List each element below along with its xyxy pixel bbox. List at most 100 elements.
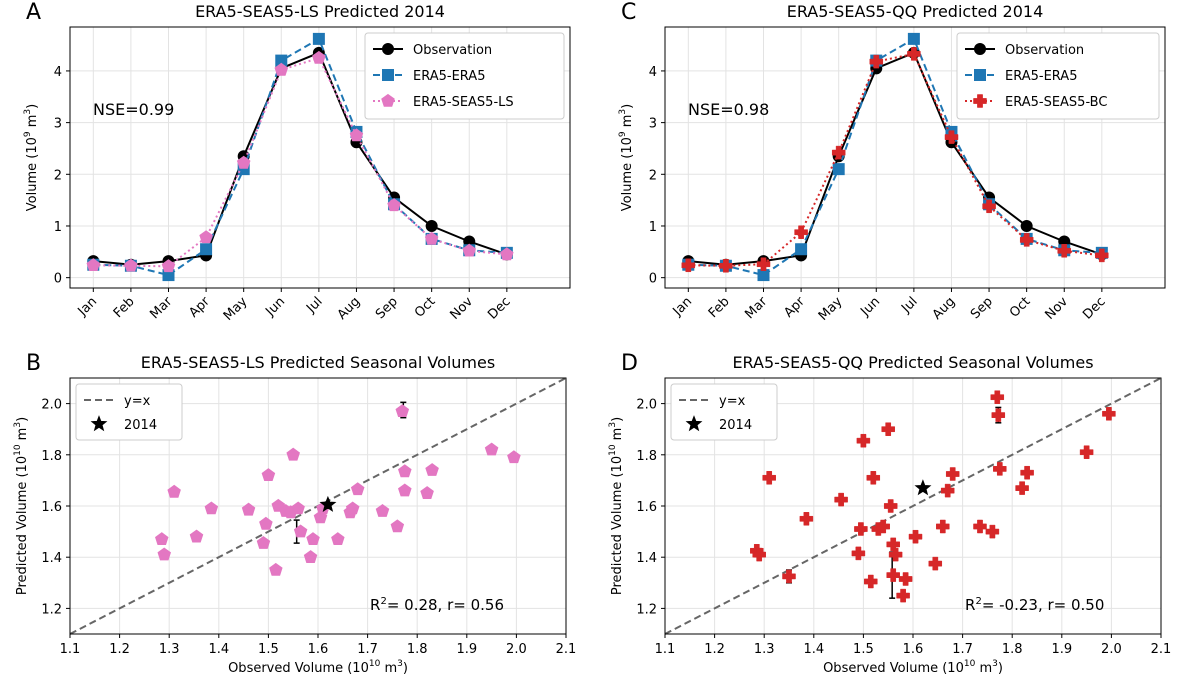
xtick-label: Oct <box>412 294 439 321</box>
xtick-label: 1.8 <box>1002 642 1023 657</box>
xtick-label: May <box>816 294 846 324</box>
chart-title: ERA5-SEAS5-QQ Predicted 2014 <box>787 2 1044 21</box>
series-2-point <box>500 247 514 261</box>
scatter-point <box>762 471 776 485</box>
series-2-point <box>462 243 476 257</box>
legend-label: ERA5-ERA5 <box>413 69 485 84</box>
scatter-point <box>395 404 410 417</box>
series-2-point <box>869 54 884 69</box>
scatter-point <box>350 482 365 496</box>
xtick-label: Nov <box>1043 294 1072 323</box>
scatter-point <box>157 547 171 561</box>
axes-frame <box>664 26 1166 289</box>
xtick-label: 1.6 <box>903 642 924 657</box>
scatter-point <box>204 501 219 515</box>
panel-letter: C <box>621 0 636 25</box>
ytick-label: 2.0 <box>41 398 62 413</box>
scatter-point <box>167 484 181 498</box>
xtick-label: 2.0 <box>1101 642 1122 657</box>
legend-label: y=x <box>719 394 746 409</box>
scatter-point <box>881 422 895 436</box>
scatter-point <box>928 556 943 571</box>
xtick-label: 1.4 <box>803 642 824 657</box>
series-2-point <box>274 62 289 76</box>
scatter-point <box>375 503 390 517</box>
series-1-point <box>832 163 845 176</box>
series-2-point <box>387 198 401 212</box>
xtick-label: 1.5 <box>258 642 279 657</box>
nse-annotation: NSE=0.98 <box>688 100 769 119</box>
scatter-point <box>854 522 868 536</box>
xlabel: Observed Volume (1010 m3) <box>823 659 1003 676</box>
ylabel: Predicted Volume (1010 m3) <box>13 417 30 595</box>
ytick-label: 2 <box>649 168 657 183</box>
legend-label: Observation <box>1005 43 1084 58</box>
scatter-point <box>856 433 871 448</box>
scatter-point <box>155 532 169 545</box>
scatter-point <box>303 550 318 563</box>
ytick-label: 1.6 <box>636 500 657 515</box>
ytick-label: 3 <box>649 117 657 132</box>
scatter-point <box>189 529 204 543</box>
legend-marker <box>382 69 394 81</box>
xtick-label: Jun <box>857 294 883 320</box>
ytick-label: 0 <box>54 272 62 287</box>
scatter-point <box>293 524 308 538</box>
series-2-point <box>681 258 696 273</box>
stat-annotation: R2= -0.23, r= 0.50 <box>965 596 1104 614</box>
legend-marker <box>382 43 394 55</box>
xtick-label: Dec <box>485 294 513 322</box>
xtick-label: 2.1 <box>1151 642 1172 657</box>
chart-title: ERA5-SEAS5-QQ Predicted Seasonal Volumes <box>732 353 1093 372</box>
xtick-label: 1.5 <box>853 642 874 657</box>
xtick-label: May <box>221 294 251 324</box>
series-2-point <box>1019 233 1034 247</box>
series-2-point <box>794 225 808 239</box>
scatter-point <box>398 483 412 497</box>
legend-box <box>956 32 1160 120</box>
series-0-point <box>425 219 438 232</box>
ytick-label: 0 <box>649 272 657 287</box>
series-2-point <box>199 230 213 244</box>
scatter-point <box>993 462 1007 476</box>
xtick-label: Apr <box>781 294 808 321</box>
xtick-label: Nov <box>448 294 477 323</box>
chart-title: ERA5-SEAS5-LS Predicted Seasonal Volumes <box>141 353 495 372</box>
series-1-point <box>312 32 325 45</box>
xtick-label: Apr <box>186 294 213 321</box>
scatter-point <box>886 568 900 582</box>
scatter-point <box>896 588 910 603</box>
legend-marker <box>974 69 986 81</box>
scatter-point <box>420 486 434 499</box>
xtick-label: 1.7 <box>952 642 973 657</box>
xtick-label: 1.2 <box>109 642 130 657</box>
xtick-label: 1.6 <box>308 642 329 657</box>
legend-label: Observation <box>413 43 492 58</box>
legend-label: 2014 <box>124 418 157 433</box>
ytick-label: 1.8 <box>41 449 62 464</box>
xtick-label: Jul <box>898 294 920 316</box>
scatter-point <box>799 512 814 526</box>
series-2-point <box>982 199 996 214</box>
xtick-label: Sep <box>968 294 996 322</box>
scatter-point <box>331 532 345 545</box>
series-line-1 <box>93 37 507 277</box>
xtick-label: 1.7 <box>357 642 378 657</box>
scatter-point <box>286 447 300 461</box>
line-chart-panel-0: 0 1 2 3 4 Jan Feb Mar Apr May Jun Jul Aug Sep Oct Nov De… <box>23 0 571 324</box>
xtick-label: 1.3 <box>754 642 775 657</box>
legend-label: ERA5-SEAS5-BC <box>1005 95 1107 110</box>
xtick-label: 2.0 <box>506 642 527 657</box>
ylabel: Volume (109 m3) <box>618 104 635 211</box>
scatter-point <box>908 529 923 544</box>
scatter-point <box>752 547 766 562</box>
series-2-point <box>349 128 364 142</box>
ytick-label: 1.2 <box>41 602 62 617</box>
scatter-point <box>866 471 881 485</box>
series-line-0 <box>93 51 508 266</box>
scatter-point <box>259 516 273 530</box>
ytick-label: 1.2 <box>636 602 657 617</box>
xtick-label: 1.2 <box>704 642 725 657</box>
scatter-point <box>876 519 890 534</box>
